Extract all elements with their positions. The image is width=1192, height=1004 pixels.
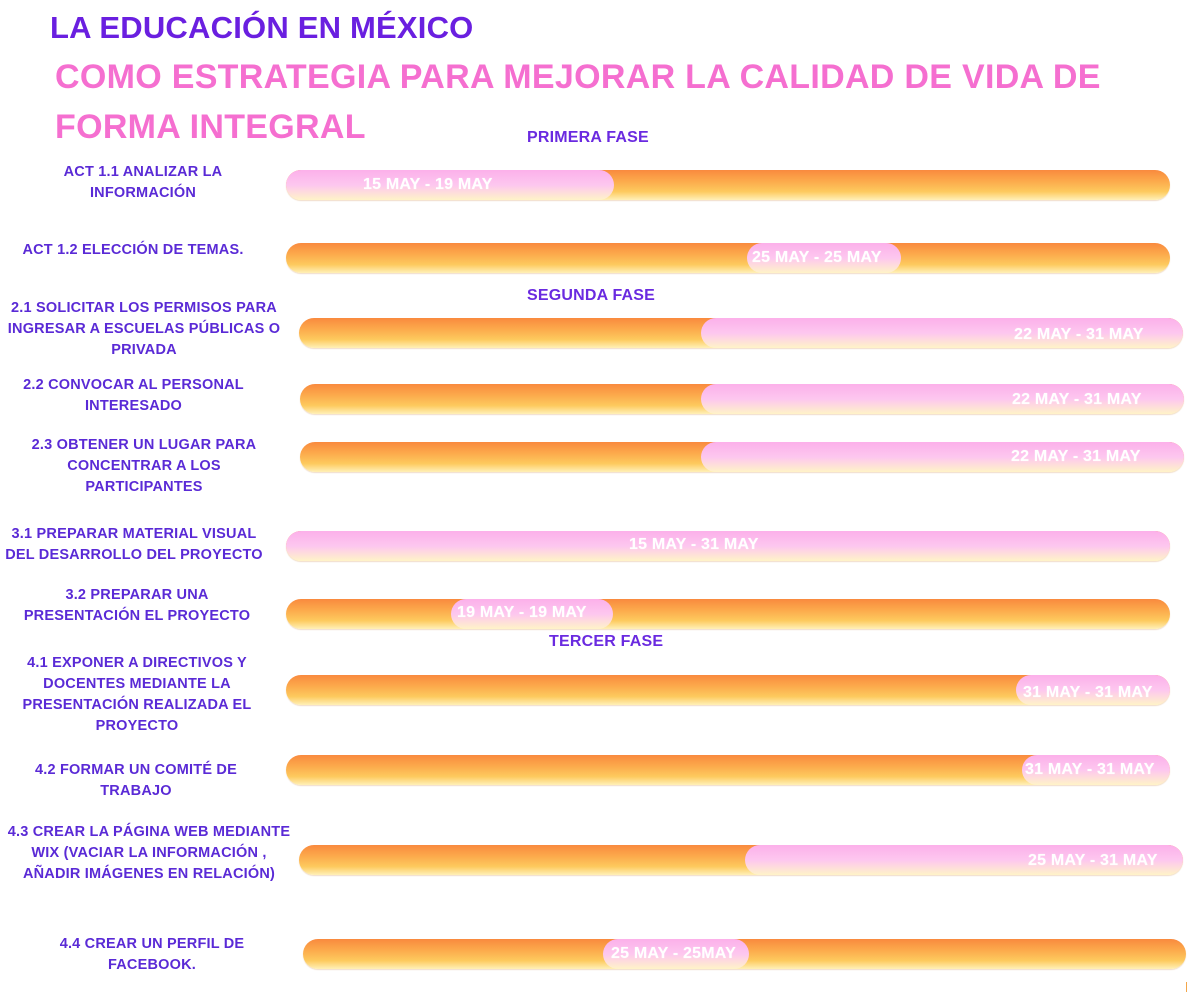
activity-label-4-1: 4.1 EXPONER A DIRECTIVOS Y DOCENTES MEDI…	[22, 655, 252, 734]
gantt-bar-4-2	[286, 755, 1170, 785]
gantt-bar-4-4	[303, 939, 1186, 969]
phase-heading-third: TERCER FASE	[549, 633, 664, 650]
activity-label-1-2: ACT 1.2 ELECCIÓN DE TEMAS.	[22, 242, 244, 258]
date-label-2-3: 22 MAY - 31 MAY	[1011, 448, 1141, 465]
phase-heading-first: PRIMERA FASE	[527, 129, 649, 146]
date-label-4-4: 25 MAY - 25MAY	[611, 945, 736, 962]
date-label-1-2: 25 MAY - 25 MAY	[752, 249, 882, 266]
gantt-bar-3-2	[286, 599, 1170, 629]
phase-heading-second: SEGUNDA FASE	[527, 287, 656, 304]
activity-label-4-2: 4.2 FORMAR UN COMITÉ DE TRABAJO	[35, 762, 237, 799]
gantt-segment-2-3	[701, 442, 1184, 472]
activity-label-3-1: 3.1 PREPARAR MATERIAL VISUAL DEL DESARRO…	[5, 526, 263, 563]
activity-label-2-2: 2.2 CONVOCAR AL PERSONAL INTERESADO	[23, 377, 244, 414]
gantt-bar-4-3	[299, 845, 1183, 875]
date-label-2-2: 22 MAY - 31 MAY	[1012, 391, 1142, 408]
gantt-segment-4-3	[745, 845, 1183, 875]
date-label-3-1: 15 MAY - 31 MAY	[629, 536, 759, 553]
edge-tick	[1186, 982, 1187, 992]
date-label-2-1: 22 MAY - 31 MAY	[1014, 326, 1144, 343]
gantt-segment-1-2	[747, 243, 901, 273]
activity-label-4-3: 4.3 CREAR LA PÁGINA WEB MEDIANTE WIX (VA…	[7, 824, 291, 882]
page-subtitle: COMO ESTRATEGIA PARA MEJORAR LA CALIDAD …	[55, 58, 1101, 146]
gantt-segment-3-2	[451, 599, 613, 629]
activity-label-2-3: 2.3 OBTENER UN LUGAR PARA CONCENTRAR A L…	[31, 437, 257, 495]
gantt-bar-2-1	[299, 318, 1183, 348]
activity-label-4-4: 4.4 CREAR UN PERFIL DE FACEBOOK.	[59, 936, 245, 973]
gantt-segment-3-1	[286, 531, 1170, 561]
date-label-3-2: 19 MAY - 19 MAY	[457, 604, 587, 621]
date-label-4-1: 31 MAY - 31 MAY	[1023, 684, 1153, 701]
gantt-bar-4-1	[286, 675, 1170, 705]
gantt-bar-3-1	[286, 531, 1170, 561]
gantt-segment-2-2	[701, 384, 1184, 414]
activity-label-2-1: 2.1 SOLICITAR LOS PERMISOS PARA INGRESAR…	[7, 300, 281, 358]
page-title: LA EDUCACIÓN EN MÉXICO	[50, 10, 474, 45]
date-label-1-1: 15 MAY - 19 MAY	[363, 176, 493, 193]
gantt-segment-4-1	[1016, 675, 1170, 705]
gantt-bar-1-1	[286, 170, 1170, 200]
gantt-segment-2-1	[701, 318, 1183, 348]
activity-label-1-1: ACT 1.1 ANALIZAR LA INFORMACIÓN	[63, 164, 223, 201]
gantt-bar-2-3	[300, 442, 1184, 472]
activity-label-3-2: 3.2 PREPARAR UNA PRESENTACIÓN EL PROYECT…	[23, 587, 251, 624]
date-label-4-2: 31 MAY - 31 MAY	[1025, 761, 1155, 778]
gantt-segment-4-4	[603, 939, 749, 969]
date-label-4-3: 25 MAY - 31 MAY	[1028, 852, 1158, 869]
gantt-bar-1-2	[286, 243, 1170, 273]
gantt-bar-2-2	[300, 384, 1184, 414]
gantt-segment-4-2	[1022, 755, 1170, 785]
gantt-segment-1-1	[286, 170, 614, 200]
